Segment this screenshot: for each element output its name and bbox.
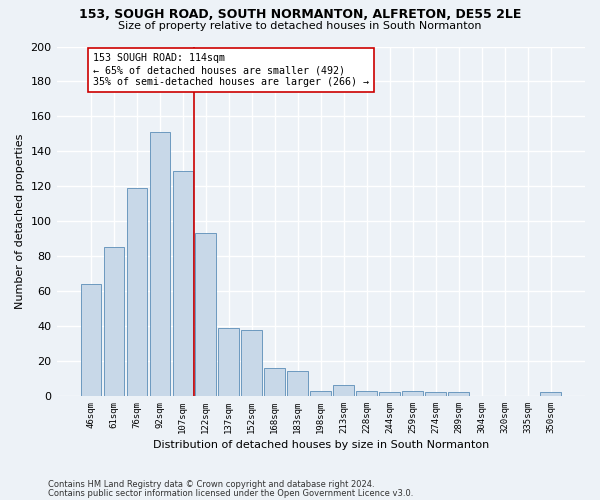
Bar bbox=[196, 234, 216, 396]
Bar bbox=[425, 392, 446, 396]
Bar bbox=[127, 188, 147, 396]
Bar bbox=[104, 248, 124, 396]
Bar bbox=[287, 372, 308, 396]
Text: Contains public sector information licensed under the Open Government Licence v3: Contains public sector information licen… bbox=[48, 490, 413, 498]
Bar bbox=[80, 284, 101, 396]
Text: Size of property relative to detached houses in South Normanton: Size of property relative to detached ho… bbox=[118, 21, 482, 31]
Bar bbox=[218, 328, 239, 396]
Bar bbox=[379, 392, 400, 396]
Bar bbox=[403, 390, 423, 396]
Text: 153, SOUGH ROAD, SOUTH NORMANTON, ALFRETON, DE55 2LE: 153, SOUGH ROAD, SOUTH NORMANTON, ALFRET… bbox=[79, 8, 521, 20]
Bar bbox=[448, 392, 469, 396]
Y-axis label: Number of detached properties: Number of detached properties bbox=[15, 134, 25, 309]
Bar bbox=[310, 390, 331, 396]
Bar bbox=[265, 368, 285, 396]
Bar bbox=[356, 390, 377, 396]
Bar bbox=[540, 392, 561, 396]
Bar bbox=[149, 132, 170, 396]
X-axis label: Distribution of detached houses by size in South Normanton: Distribution of detached houses by size … bbox=[152, 440, 489, 450]
Text: Contains HM Land Registry data © Crown copyright and database right 2024.: Contains HM Land Registry data © Crown c… bbox=[48, 480, 374, 489]
Bar bbox=[334, 386, 354, 396]
Bar bbox=[241, 330, 262, 396]
Text: 153 SOUGH ROAD: 114sqm
← 65% of detached houses are smaller (492)
35% of semi-de: 153 SOUGH ROAD: 114sqm ← 65% of detached… bbox=[93, 54, 369, 86]
Bar bbox=[173, 170, 193, 396]
